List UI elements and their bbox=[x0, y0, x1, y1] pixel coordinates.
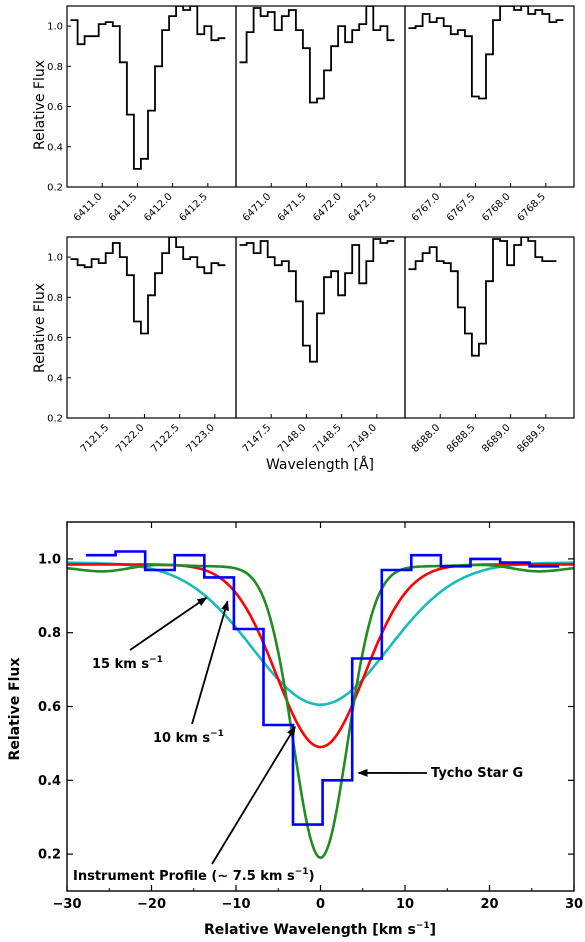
x-tick-label: 20 bbox=[480, 897, 498, 912]
y-tick-label: 0.6 bbox=[38, 700, 61, 715]
x-tick-label: 6412.0 bbox=[142, 191, 175, 224]
x-tick-label: 10 bbox=[396, 897, 414, 912]
annotation-arrow bbox=[211, 725, 296, 865]
y-tick-label: 1.0 bbox=[47, 253, 63, 264]
y-tick-label: 0.8 bbox=[38, 626, 61, 641]
y-tick-label: 0.2 bbox=[47, 414, 63, 425]
x-tick-label: 6768.5 bbox=[515, 191, 548, 224]
y-tick-label: 0.8 bbox=[47, 62, 63, 73]
x-tick-label: 7148.0 bbox=[276, 422, 309, 455]
panel-frame bbox=[404, 5, 575, 188]
y-tick-label: 0.4 bbox=[38, 774, 61, 789]
x-tick-label: 8689.5 bbox=[515, 422, 548, 455]
top-row-panels: 6411.0 6411.5 6412.0 6412.5 6471.0 6471.5 6472… bbox=[47, 5, 575, 224]
y-tick-label: 1.0 bbox=[47, 22, 63, 33]
x-tick-label: 6472.5 bbox=[346, 191, 379, 224]
annotation-arrow bbox=[191, 600, 229, 725]
broadened-15kms-curve bbox=[67, 561, 574, 707]
spectrum-step-line bbox=[239, 6, 395, 104]
bottom-frame bbox=[66, 521, 575, 892]
annotation-superscript: −1 bbox=[210, 729, 224, 739]
x-tick-label: −20 bbox=[137, 897, 166, 912]
bottom-ylabel: Relative Flux bbox=[7, 658, 23, 761]
y-tick-label: 0.2 bbox=[47, 183, 63, 194]
x-tick-label: 6767.0 bbox=[410, 191, 443, 224]
x-tick-label: 30 bbox=[565, 897, 583, 912]
y-tick-label: 0.4 bbox=[47, 142, 63, 153]
annotation-text: 15 km s bbox=[92, 657, 149, 672]
spectrum-step-line bbox=[408, 6, 564, 100]
x-tick-label: 6471.0 bbox=[241, 191, 274, 224]
panel-frame bbox=[235, 236, 406, 419]
annotation-text: 10 km s bbox=[153, 731, 210, 746]
spectrum-step-line bbox=[239, 238, 395, 363]
middle-row-panels: 7121.5 7122.0 7122.5 7123.0 7147.5 7148.0 7148… bbox=[47, 236, 575, 455]
y-tick-label: 0.4 bbox=[47, 373, 63, 384]
spectrum-step-line bbox=[70, 6, 226, 170]
x-tick-label: −30 bbox=[53, 897, 82, 912]
x-tick-label: 7149.0 bbox=[346, 422, 379, 455]
x-tick-label: 6767.5 bbox=[445, 191, 478, 224]
annotation-text: Instrument Profile (∼ 7.5 km s bbox=[73, 869, 295, 884]
bottom-xlabel: Relative Wavelength [km s−1] bbox=[204, 921, 436, 938]
middle-row-ylabel: Relative Flux bbox=[32, 283, 48, 373]
y-tick-label: 0.6 bbox=[47, 102, 63, 113]
x-tick-label: 7121.5 bbox=[79, 422, 112, 455]
broadened-10kms-curve bbox=[67, 563, 574, 749]
spectrum-step-line bbox=[408, 237, 557, 357]
tycho-star-g-step-line bbox=[86, 550, 560, 826]
y-tick-label: 0.2 bbox=[38, 848, 61, 863]
spectrum-step-line bbox=[70, 237, 226, 335]
x-tick-label: 7122.0 bbox=[114, 422, 147, 455]
instrument-profile-curve bbox=[67, 563, 574, 860]
annotation-label: Tycho Star G bbox=[431, 766, 523, 781]
x-tick-label: −10 bbox=[222, 897, 251, 912]
panel-frame bbox=[235, 5, 406, 188]
top-row-ylabel: Relative Flux bbox=[32, 60, 48, 150]
x-tick-label: 6411.0 bbox=[72, 191, 105, 224]
x-tick-label: 6768.0 bbox=[480, 191, 513, 224]
annotation-superscript: −1 bbox=[295, 867, 309, 877]
annotation-superscript: −1 bbox=[149, 655, 163, 665]
x-tick-label: 6412.5 bbox=[177, 191, 210, 224]
x-tick-label: 7122.5 bbox=[149, 422, 182, 455]
annotation-tail: ) bbox=[309, 869, 315, 884]
y-tick-label: 1.0 bbox=[38, 552, 61, 567]
panel-frame bbox=[404, 236, 575, 419]
annotation-label: 15 km s−1 bbox=[92, 655, 163, 672]
x-tick-label: 7123.0 bbox=[184, 422, 217, 455]
x-tick-label: 6411.5 bbox=[107, 191, 140, 224]
y-tick-label: 0.6 bbox=[47, 333, 63, 344]
annotation-label: 10 km s−1 bbox=[153, 729, 224, 746]
x-tick-label: 8688.5 bbox=[445, 422, 478, 455]
x-tick-label: 6471.5 bbox=[276, 191, 309, 224]
x-tick-label: 7148.5 bbox=[311, 422, 344, 455]
x-tick-label: 7147.5 bbox=[241, 422, 274, 455]
annotation-arrow bbox=[129, 596, 208, 651]
annotation-label: Instrument Profile (∼ 7.5 km s−1) bbox=[73, 867, 315, 884]
annotation-text: Tycho Star G bbox=[431, 766, 523, 781]
x-tick-label: 8689.0 bbox=[480, 422, 513, 455]
y-tick-label: 0.8 bbox=[47, 293, 63, 304]
middle-row-xlabel: Wavelength [Å] bbox=[266, 456, 374, 473]
x-tick-label: 8688.0 bbox=[410, 422, 443, 455]
x-tick-label: 0 bbox=[316, 897, 325, 912]
bottom-panel: −30 −20 −10 0 10 20 300.20.40.60.81.015 km s−1… bbox=[38, 521, 583, 912]
x-tick-label: 6472.0 bbox=[311, 191, 344, 224]
